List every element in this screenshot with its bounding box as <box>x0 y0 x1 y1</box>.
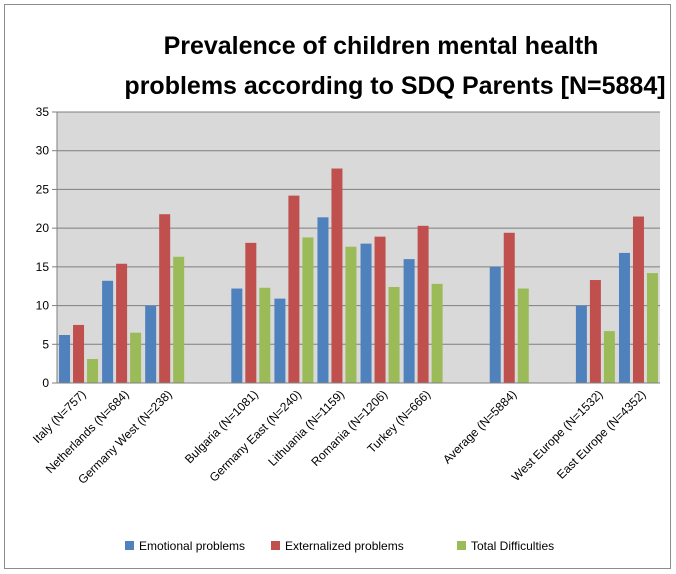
bar <box>302 237 314 383</box>
chart-title-line-2: problems according to SDQ Parents [N=588… <box>124 72 665 100</box>
legend-label: Total Difficulties <box>471 539 554 553</box>
x-category-label: Netherlands (N=684) <box>43 387 132 476</box>
bar <box>87 358 99 383</box>
bar <box>288 195 300 383</box>
bar <box>388 286 400 383</box>
plot-area <box>57 112 660 383</box>
legend-swatch <box>457 541 466 550</box>
x-category-label: Lithuania (N=1159) <box>265 387 347 469</box>
bar <box>73 324 85 383</box>
bar <box>317 217 329 383</box>
bar <box>274 298 286 383</box>
bar <box>145 305 157 383</box>
x-category-label: Average (N=5884) <box>440 387 519 466</box>
bar <box>417 225 429 383</box>
y-tick-label: 20 <box>36 221 50 235</box>
legend: Emotional problems Externalized problems T… <box>125 539 554 553</box>
bar <box>173 256 185 383</box>
bar <box>489 266 501 383</box>
bar <box>517 288 529 383</box>
bar <box>331 168 343 383</box>
grid-lines <box>57 111 660 345</box>
y-tick-label: 35 <box>36 105 50 119</box>
bar <box>575 305 587 383</box>
y-tick-label: 25 <box>36 182 50 196</box>
bar <box>431 283 443 383</box>
bar <box>403 259 415 383</box>
bar <box>259 287 271 383</box>
chart-title-line-1: Prevalence of children mental health <box>164 32 599 60</box>
y-axis-tick-labels: 0 5 10 15 20 25 30 35 <box>36 105 50 390</box>
bar <box>618 252 630 383</box>
x-category-label: Bulgaria (N=1081) <box>182 387 261 466</box>
chart-frame: Prevalence of children mental health pro… <box>4 4 671 569</box>
bar <box>130 332 142 383</box>
y-tick-label: 0 <box>42 376 49 390</box>
bar <box>159 214 171 383</box>
bar-chart: Prevalence of children mental health pro… <box>30 32 666 553</box>
x-axis-category-labels: Italy (N=757)Netherlands (N=684)Germany … <box>30 387 649 487</box>
bar <box>374 236 386 383</box>
bar <box>102 280 114 383</box>
y-tick-label: 5 <box>42 337 49 351</box>
legend-swatch <box>271 541 280 550</box>
axes <box>52 111 660 384</box>
y-tick-label: 30 <box>36 144 50 158</box>
bar <box>116 263 128 383</box>
x-category-label: East Europe (N=4352) <box>554 387 649 482</box>
y-tick-label: 15 <box>36 260 50 274</box>
bar <box>360 243 372 383</box>
bar <box>59 334 71 383</box>
x-category-label: Romania (N=1206) <box>308 387 390 469</box>
legend-swatch <box>125 541 134 550</box>
bar <box>231 288 243 383</box>
bar <box>345 246 357 383</box>
legend-label: Emotional problems <box>139 539 245 553</box>
bars <box>59 168 658 383</box>
bar <box>503 232 515 383</box>
bar <box>646 273 658 383</box>
bar <box>245 242 257 383</box>
legend-label: Externalized problems <box>285 539 404 553</box>
bar <box>589 280 601 383</box>
y-tick-label: 10 <box>36 299 50 313</box>
bar <box>632 216 644 383</box>
bar <box>603 331 615 383</box>
